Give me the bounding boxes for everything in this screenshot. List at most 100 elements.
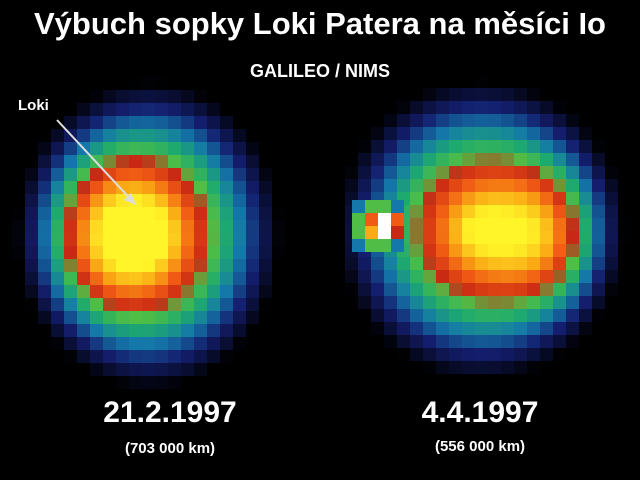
thermal-pixel: [181, 129, 194, 142]
thermal-pixel: [605, 140, 618, 153]
thermal-pixel: [38, 259, 51, 272]
thermal-pixel: [103, 155, 116, 168]
thermal-pixel: [168, 350, 181, 363]
thermal-pixel: [436, 270, 449, 283]
thermal-pixel: [423, 296, 436, 309]
thermal-pixel: [90, 194, 103, 207]
thermal-pixel: [220, 194, 233, 207]
thermal-pixel: [129, 285, 142, 298]
thermal-pixel: [116, 311, 129, 324]
thermal-pixel: [423, 218, 436, 231]
thermal-pixel: [449, 283, 462, 296]
thermal-pixel: [90, 324, 103, 337]
thermal-pixel: [220, 272, 233, 285]
thermal-pixel: [168, 376, 181, 389]
thermal-pixel: [233, 116, 246, 129]
thermal-pixel: [25, 129, 38, 142]
thermal-pixel: [259, 194, 272, 207]
thermal-pixel: [90, 311, 103, 324]
thermal-pixel: [488, 270, 501, 283]
thermal-pixel: [592, 218, 605, 231]
thermal-pixel: [384, 179, 397, 192]
thermal-pixel: [38, 207, 51, 220]
thermal-pixel: [90, 389, 103, 402]
thermal-pixel: [605, 244, 618, 257]
thermal-pixel: [25, 246, 38, 259]
thermal-pixel: [64, 324, 77, 337]
thermal-pixel: [410, 257, 423, 270]
thermal-pixel: [64, 311, 77, 324]
thermal-pixel: [181, 337, 194, 350]
thermal-pixel: [618, 283, 631, 296]
thermal-pixel: [553, 270, 566, 283]
thermal-pixel: [38, 168, 51, 181]
thermal-pixel: [38, 181, 51, 194]
thermal-pixel: [371, 101, 384, 114]
thermal-pixel: [423, 270, 436, 283]
thermal-pixel: [64, 298, 77, 311]
thermal-pixel: [618, 153, 631, 166]
thermal-pixel: [527, 88, 540, 101]
thermal-pixel: [259, 259, 272, 272]
thermal-pixel: [220, 259, 233, 272]
thermal-pixel: [220, 324, 233, 337]
thermal-pixel: [38, 155, 51, 168]
thermal-pixel: [423, 335, 436, 348]
thermal-pixel: [90, 350, 103, 363]
thermal-pixel: [605, 218, 618, 231]
thermal-pixel: [384, 257, 397, 270]
thermal-pixel: [501, 361, 514, 374]
thermal-pixel: [358, 127, 371, 140]
thermal-pixel: [358, 140, 371, 153]
thermal-pixel: [475, 257, 488, 270]
thermal-pixel: [168, 77, 181, 90]
thermal-pixel: [488, 244, 501, 257]
thermal-pixel: [553, 309, 566, 322]
thermal-pixel: [90, 246, 103, 259]
thermal-pixel: [514, 348, 527, 361]
thermal-pixel: [38, 194, 51, 207]
thermal-pixel: [514, 231, 527, 244]
hotspot-pixel: [352, 213, 365, 226]
thermal-pixel: [90, 181, 103, 194]
thermal-pixel: [194, 116, 207, 129]
thermal-pixel: [436, 283, 449, 296]
hotspot-pixel: [365, 200, 378, 213]
thermal-pixel: [129, 259, 142, 272]
thermal-pixel: [155, 259, 168, 272]
thermal-pixel: [25, 233, 38, 246]
thermal-pixel: [181, 272, 194, 285]
thermal-pixel: [566, 218, 579, 231]
thermal-pixel: [103, 142, 116, 155]
thermal-pixel: [397, 361, 410, 374]
thermal-pixel: [371, 140, 384, 153]
thermal-pixel: [527, 361, 540, 374]
thermal-pixel: [142, 207, 155, 220]
thermal-pixel: [501, 75, 514, 88]
thermal-pixel: [129, 142, 142, 155]
thermal-pixel: [462, 283, 475, 296]
hotspot-pixel: [391, 226, 404, 239]
thermal-pixel: [358, 114, 371, 127]
thermal-pixel: [77, 363, 90, 376]
thermal-pixel: [527, 192, 540, 205]
thermal-pixel: [436, 335, 449, 348]
thermal-pixel: [462, 270, 475, 283]
thermal-pixel: [181, 311, 194, 324]
thermal-pixel: [181, 233, 194, 246]
thermal-pixel: [116, 142, 129, 155]
thermal-pixel: [51, 142, 64, 155]
thermal-pixel: [103, 194, 116, 207]
thermal-pixel: [90, 116, 103, 129]
thermal-pixel: [540, 231, 553, 244]
thermal-pixel: [410, 192, 423, 205]
thermal-pixel: [410, 205, 423, 218]
thermal-pixel: [345, 309, 358, 322]
thermal-pixel: [566, 153, 579, 166]
thermal-pixel: [64, 142, 77, 155]
thermal-pixel: [345, 127, 358, 140]
thermal-pixel: [142, 90, 155, 103]
thermal-pixel: [397, 101, 410, 114]
thermal-pixel: [220, 168, 233, 181]
thermal-pixel: [207, 285, 220, 298]
